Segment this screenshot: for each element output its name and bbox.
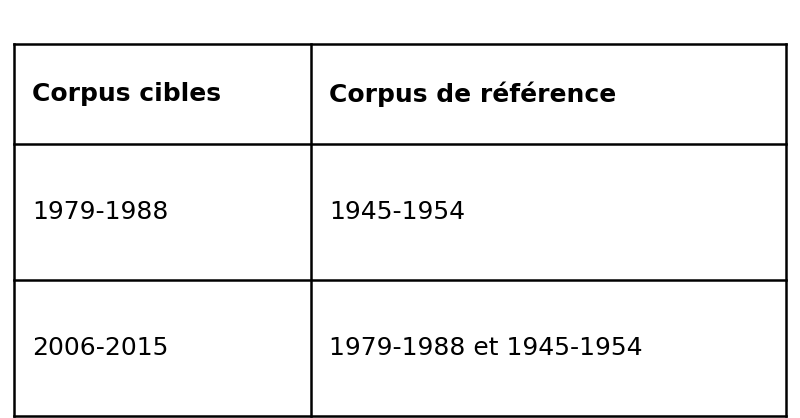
Text: 2006-2015: 2006-2015 <box>32 336 168 360</box>
Text: Corpus de référence: Corpus de référence <box>329 82 616 107</box>
Text: 1945-1954: 1945-1954 <box>329 200 465 224</box>
Text: 1979-1988 et 1945-1954: 1979-1988 et 1945-1954 <box>329 336 642 360</box>
Text: Corpus cibles: Corpus cibles <box>32 82 221 106</box>
Text: 1979-1988: 1979-1988 <box>32 200 168 224</box>
